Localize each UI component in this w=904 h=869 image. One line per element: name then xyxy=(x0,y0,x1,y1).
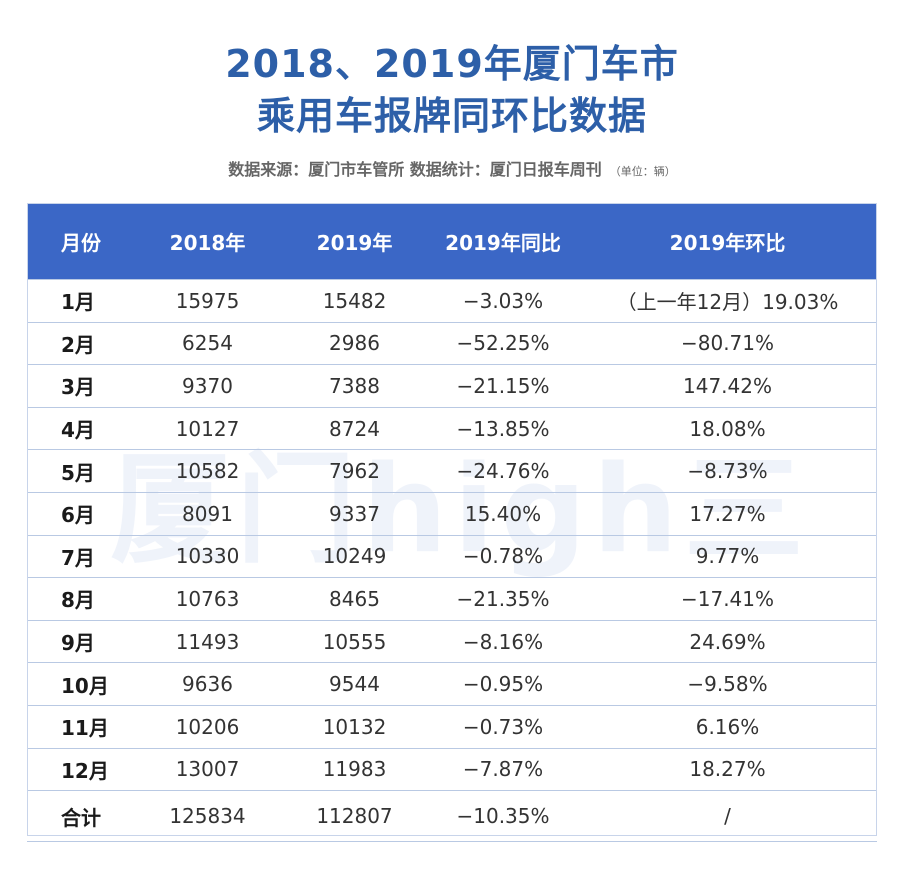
cell-2019: 7962 xyxy=(281,449,428,493)
cell-mom: −9.58% xyxy=(578,662,877,706)
month-cell: 6月 xyxy=(27,492,134,536)
cell-yoy: −7.87% xyxy=(428,748,578,792)
month-cell: 12月 xyxy=(27,748,134,792)
cell-2018: 10582 xyxy=(134,449,281,493)
month-cell: 4月 xyxy=(27,407,134,451)
table-row: 11月 10206 10132 −0.73% 6.16% xyxy=(27,705,877,749)
table-row: 12月 13007 11983 −7.87% 18.27% xyxy=(27,748,877,792)
table-row: 2月 6254 2986 −52.25% −80.71% xyxy=(27,322,877,366)
cell-2019: 8465 xyxy=(281,577,428,621)
table-row: 7月 10330 10249 −0.78% 9.77% xyxy=(27,535,877,579)
cell-2018: 8091 xyxy=(134,492,281,536)
cell-yoy: −0.78% xyxy=(428,535,578,579)
table-row: 8月 10763 8465 −21.35% −17.41% xyxy=(27,577,877,621)
month-cell: 9月 xyxy=(27,620,134,664)
total-2018-cell: 125834 xyxy=(134,790,281,843)
cell-2018: 15975 xyxy=(134,279,281,323)
page-title-line1: 2018、2019年厦门车市 xyxy=(225,42,679,86)
header-2018: 2018年 xyxy=(134,203,281,280)
cell-2019: 10555 xyxy=(281,620,428,664)
table-header-row: 月份 2018年 2019年 2019年同比 2019年环比 xyxy=(27,203,877,280)
cell-2018: 13007 xyxy=(134,748,281,792)
table-row: 4月 10127 8724 −13.85% 18.08% xyxy=(27,407,877,451)
table-total-row: 合计 125834 112807 −10.35% / xyxy=(27,790,877,843)
cell-mom: 24.69% xyxy=(578,620,877,664)
cell-2019: 10249 xyxy=(281,535,428,579)
header-2019: 2019年 xyxy=(281,203,428,280)
cell-mom: 17.27% xyxy=(578,492,877,536)
cell-2018: 9370 xyxy=(134,364,281,408)
cell-mom: （上一年12月）19.03% xyxy=(578,279,877,323)
cell-mom: 18.08% xyxy=(578,407,877,451)
cell-2019: 8724 xyxy=(281,407,428,451)
page-title-line2: 乘用车报牌同环比数据 xyxy=(256,94,647,138)
table-row: 5月 10582 7962 −24.76% −8.73% xyxy=(27,449,877,493)
cell-yoy: −8.16% xyxy=(428,620,578,664)
total-mom-cell: / xyxy=(578,790,877,843)
header-month: 月份 xyxy=(27,203,134,280)
cell-yoy: 15.40% xyxy=(428,492,578,536)
cell-2018: 10127 xyxy=(134,407,281,451)
unit-note: （单位：辆） xyxy=(609,165,676,178)
cell-yoy: −0.73% xyxy=(428,705,578,749)
total-yoy-cell: −10.35% xyxy=(428,790,578,843)
month-cell: 3月 xyxy=(27,364,134,408)
month-cell: 5月 xyxy=(27,449,134,493)
cell-2018: 10206 xyxy=(134,705,281,749)
cell-yoy: −52.25% xyxy=(428,322,578,366)
data-table: 月份 2018年 2019年 2019年同比 2019年环比 1月 15975 … xyxy=(27,203,877,843)
table-row: 10月 9636 9544 −0.95% −9.58% xyxy=(27,662,877,706)
table-row: 6月 8091 9337 15.40% 17.27% xyxy=(27,492,877,536)
cell-2019: 10132 xyxy=(281,705,428,749)
data-source-line: 数据来源：厦门市车管所 数据统计：厦门日报车周刊 （单位：辆） xyxy=(0,158,904,184)
table-row: 9月 11493 10555 −8.16% 24.69% xyxy=(27,620,877,664)
month-cell: 8月 xyxy=(27,577,134,621)
cell-mom: 18.27% xyxy=(578,748,877,792)
cell-yoy: −24.76% xyxy=(428,449,578,493)
month-cell: 1月 xyxy=(27,279,134,323)
cell-mom: −80.71% xyxy=(578,322,877,366)
cell-mom: −8.73% xyxy=(578,449,877,493)
cell-2019: 7388 xyxy=(281,364,428,408)
cell-mom: −17.41% xyxy=(578,577,877,621)
total-2019-cell: 112807 xyxy=(281,790,428,843)
table-row: 1月 15975 15482 −3.03% （上一年12月）19.03% xyxy=(27,279,877,323)
cell-2018: 9636 xyxy=(134,662,281,706)
header-yoy: 2019年同比 xyxy=(428,203,578,280)
total-label-cell: 合计 xyxy=(27,790,134,843)
cell-2019: 9337 xyxy=(281,492,428,536)
cell-mom: 147.42% xyxy=(578,364,877,408)
cell-2018: 11493 xyxy=(134,620,281,664)
cell-2018: 10330 xyxy=(134,535,281,579)
cell-2018: 6254 xyxy=(134,322,281,366)
cell-2019: 2986 xyxy=(281,322,428,366)
cell-mom: 6.16% xyxy=(578,705,877,749)
cell-2019: 15482 xyxy=(281,279,428,323)
cell-yoy: −13.85% xyxy=(428,407,578,451)
month-cell: 7月 xyxy=(27,535,134,579)
month-cell: 2月 xyxy=(27,322,134,366)
cell-yoy: −3.03% xyxy=(428,279,578,323)
cell-mom: 9.77% xyxy=(578,535,877,579)
header-mom: 2019年环比 xyxy=(578,203,877,280)
cell-yoy: −21.35% xyxy=(428,577,578,621)
cell-yoy: −0.95% xyxy=(428,662,578,706)
month-cell: 10月 xyxy=(27,662,134,706)
cell-2019: 9544 xyxy=(281,662,428,706)
cell-2019: 11983 xyxy=(281,748,428,792)
table-row: 3月 9370 7388 −21.15% 147.42% xyxy=(27,364,877,408)
data-source-text: 数据来源：厦门市车管所 数据统计：厦门日报车周刊 xyxy=(228,160,602,179)
cell-2018: 10763 xyxy=(134,577,281,621)
cell-yoy: −21.15% xyxy=(428,364,578,408)
month-cell: 11月 xyxy=(27,705,134,749)
